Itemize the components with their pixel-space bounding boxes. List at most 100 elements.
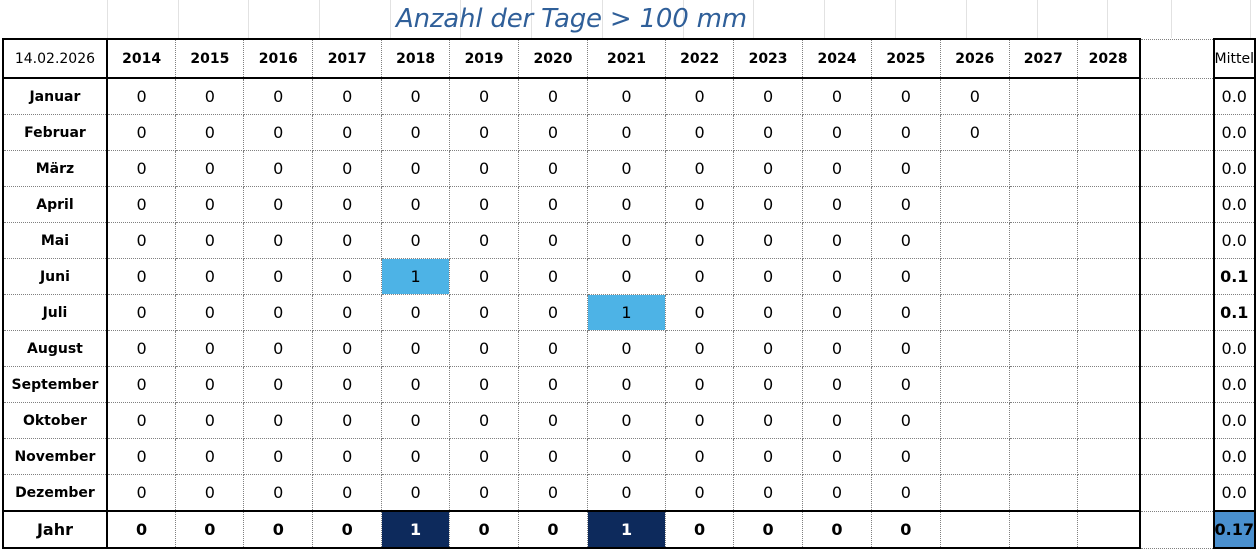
year-header-2015[interactable]: 2015 bbox=[175, 38, 245, 79]
month-label-februar[interactable]: Februar bbox=[2, 114, 108, 151]
value-cell[interactable]: 0 bbox=[802, 294, 872, 331]
value-cell[interactable]: 0 bbox=[518, 438, 588, 475]
value-cell[interactable]: 0 bbox=[449, 438, 519, 475]
value-cell[interactable]: 0 bbox=[733, 222, 804, 259]
total-value-cell[interactable] bbox=[1076, 510, 1141, 549]
value-cell[interactable]: 0 bbox=[733, 77, 804, 115]
value-cell[interactable]: 0 bbox=[586, 366, 667, 403]
month-label-august[interactable]: August bbox=[2, 330, 108, 367]
value-cell[interactable] bbox=[1076, 294, 1141, 331]
value-cell[interactable]: 0 bbox=[665, 402, 735, 439]
total-value-cell[interactable]: 0 bbox=[175, 510, 245, 549]
value-cell[interactable] bbox=[1076, 330, 1141, 367]
mittel-cell[interactable]: 0.0 bbox=[1212, 438, 1256, 475]
value-cell[interactable] bbox=[939, 150, 1010, 187]
value-cell[interactable]: 0 bbox=[243, 186, 314, 223]
value-cell[interactable] bbox=[1076, 366, 1141, 403]
year-header-2025[interactable]: 2025 bbox=[870, 38, 941, 79]
value-cell[interactable]: 0 bbox=[802, 438, 872, 475]
value-cell[interactable]: 0 bbox=[518, 186, 588, 223]
value-cell[interactable]: 0 bbox=[381, 474, 451, 512]
value-cell[interactable]: 0 bbox=[312, 258, 383, 295]
value-cell[interactable] bbox=[1076, 258, 1141, 295]
value-cell[interactable]: 0 bbox=[106, 402, 177, 439]
value-cell[interactable]: 0 bbox=[802, 474, 872, 512]
value-cell[interactable]: 0 bbox=[518, 366, 588, 403]
value-cell[interactable]: 0 bbox=[449, 330, 519, 367]
year-header-2024[interactable]: 2024 bbox=[802, 38, 872, 79]
value-cell[interactable]: 0 bbox=[449, 366, 519, 403]
value-cell[interactable]: 0 bbox=[870, 222, 941, 259]
value-cell[interactable]: 0 bbox=[733, 114, 804, 151]
value-cell[interactable]: 0 bbox=[518, 474, 588, 512]
value-cell[interactable]: 0 bbox=[381, 114, 451, 151]
value-cell[interactable]: 0 bbox=[665, 77, 735, 115]
value-cell[interactable]: 0 bbox=[586, 402, 667, 439]
value-cell[interactable]: 0 bbox=[106, 222, 177, 259]
value-cell[interactable]: 0 bbox=[870, 402, 941, 439]
value-cell[interactable]: 0 bbox=[870, 186, 941, 223]
value-cell[interactable]: 0 bbox=[106, 330, 177, 367]
value-cell[interactable]: 0 bbox=[870, 330, 941, 367]
value-cell[interactable] bbox=[1008, 438, 1078, 475]
value-cell[interactable]: 0 bbox=[870, 258, 941, 295]
value-cell[interactable]: 0 bbox=[243, 150, 314, 187]
mittel-cell[interactable]: 0.1 bbox=[1212, 294, 1256, 331]
value-cell[interactable]: 0 bbox=[665, 474, 735, 512]
month-label-april[interactable]: April bbox=[2, 186, 108, 223]
value-cell[interactable]: 0 bbox=[802, 330, 872, 367]
month-label-november[interactable]: November bbox=[2, 438, 108, 475]
total-value-cell[interactable]: 0 bbox=[312, 510, 383, 549]
value-cell[interactable]: 0 bbox=[802, 150, 872, 187]
value-cell[interactable] bbox=[1008, 366, 1078, 403]
value-cell[interactable]: 0 bbox=[665, 294, 735, 331]
value-cell[interactable]: 0 bbox=[518, 330, 588, 367]
value-cell[interactable]: 0 bbox=[733, 330, 804, 367]
value-cell[interactable]: 0 bbox=[586, 150, 667, 187]
value-cell[interactable]: 0 bbox=[381, 77, 451, 115]
value-cell[interactable]: 1 bbox=[586, 294, 667, 331]
value-cell[interactable] bbox=[1076, 402, 1141, 439]
value-cell[interactable]: 0 bbox=[586, 222, 667, 259]
value-cell[interactable] bbox=[1076, 222, 1141, 259]
mittel-cell[interactable]: 0.0 bbox=[1212, 186, 1256, 223]
value-cell[interactable]: 0 bbox=[106, 474, 177, 512]
value-cell[interactable]: 0 bbox=[586, 258, 667, 295]
value-cell[interactable] bbox=[939, 402, 1010, 439]
value-cell[interactable]: 0 bbox=[939, 77, 1010, 115]
year-header-2027[interactable]: 2027 bbox=[1008, 38, 1078, 79]
value-cell[interactable]: 1 bbox=[381, 258, 451, 295]
value-cell[interactable]: 0 bbox=[312, 402, 383, 439]
total-value-cell[interactable] bbox=[939, 510, 1010, 549]
total-value-cell[interactable]: 0 bbox=[243, 510, 314, 549]
year-header-2018[interactable]: 2018 bbox=[381, 38, 451, 79]
value-cell[interactable]: 0 bbox=[381, 186, 451, 223]
value-cell[interactable]: 0 bbox=[870, 77, 941, 115]
value-cell[interactable] bbox=[939, 474, 1010, 512]
value-cell[interactable] bbox=[939, 186, 1010, 223]
value-cell[interactable]: 0 bbox=[106, 258, 177, 295]
value-cell[interactable]: 0 bbox=[518, 294, 588, 331]
month-label-september[interactable]: September bbox=[2, 366, 108, 403]
value-cell[interactable]: 0 bbox=[733, 474, 804, 512]
total-value-cell[interactable]: 0 bbox=[733, 510, 804, 549]
value-cell[interactable]: 0 bbox=[518, 114, 588, 151]
value-cell[interactable]: 0 bbox=[175, 438, 245, 475]
value-cell[interactable]: 0 bbox=[870, 366, 941, 403]
value-cell[interactable]: 0 bbox=[665, 438, 735, 475]
value-cell[interactable]: 0 bbox=[518, 77, 588, 115]
value-cell[interactable] bbox=[1008, 474, 1078, 512]
value-cell[interactable]: 0 bbox=[586, 474, 667, 512]
value-cell[interactable]: 0 bbox=[175, 474, 245, 512]
value-cell[interactable] bbox=[1008, 186, 1078, 223]
value-cell[interactable] bbox=[1008, 402, 1078, 439]
value-cell[interactable]: 0 bbox=[243, 222, 314, 259]
value-cell[interactable]: 0 bbox=[449, 474, 519, 512]
value-cell[interactable] bbox=[1008, 150, 1078, 187]
month-label-oktober[interactable]: Oktober bbox=[2, 402, 108, 439]
value-cell[interactable]: 0 bbox=[939, 114, 1010, 151]
value-cell[interactable]: 0 bbox=[665, 150, 735, 187]
value-cell[interactable]: 0 bbox=[802, 366, 872, 403]
month-label-dezember[interactable]: Dezember bbox=[2, 474, 108, 512]
value-cell[interactable]: 0 bbox=[802, 222, 872, 259]
